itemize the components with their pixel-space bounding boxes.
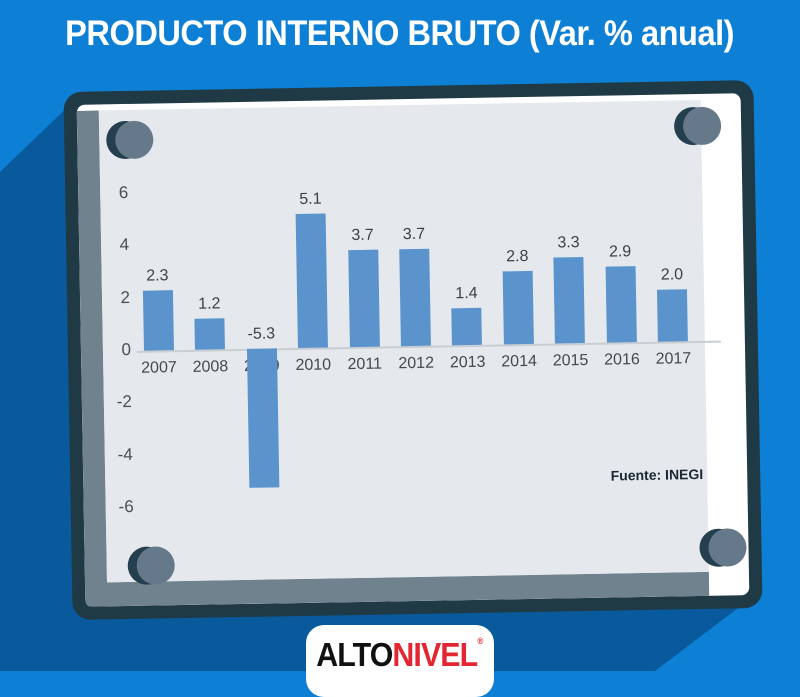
x-axis-label: 2014 (501, 352, 538, 371)
bar-value-label: 2.8 (505, 247, 529, 265)
corner-pin-icon (127, 546, 176, 586)
bar (194, 317, 226, 350)
brand-logo-alto: ALTO (316, 636, 393, 673)
bar-group: 2008 1.2 (180, 108, 240, 581)
pin-cap (136, 546, 176, 585)
bar (399, 248, 431, 347)
registered-mark-icon: ® (477, 636, 484, 646)
pin-cap (682, 106, 722, 146)
bar (605, 266, 637, 343)
bar (451, 308, 483, 346)
y-axis-tick: 6 (118, 182, 129, 202)
bar-value-label: 1.4 (455, 285, 478, 303)
y-axis-tick: -4 (117, 444, 133, 464)
page-title-text: PRODUCTO INTERNO BRUTO (Var. % anual) (65, 14, 735, 53)
brand-logo: ALTONIVEL® (306, 625, 494, 697)
corner-pin-icon (105, 120, 155, 160)
bar-group: 2009-5.3 (232, 107, 292, 580)
x-axis-label: 2010 (295, 356, 332, 375)
x-axis-label: 2013 (449, 353, 486, 372)
bars-container: 20072.320081.22009-5.320105.120113.72012… (129, 100, 703, 582)
bar-value-label: 2.0 (660, 265, 684, 284)
y-axis-tick: -6 (118, 497, 134, 517)
x-axis-label: 2017 (655, 350, 692, 368)
bar-group: 2016 2.9 (592, 101, 652, 574)
pin-cap (114, 120, 154, 160)
y-axis-tick: 0 (121, 339, 132, 360)
x-axis-label: 2012 (398, 354, 435, 373)
bar (553, 256, 586, 344)
bar-group: 2017 2.0 (643, 100, 703, 573)
source-note: Fuente: INEGI (610, 465, 704, 484)
bar (347, 249, 380, 348)
bar-group: 2010 5.1 (283, 106, 343, 579)
bar-group: 2014 2.8 (489, 103, 549, 576)
bar-value-label: -5.3 (247, 325, 276, 343)
bar-value-label: 5.1 (299, 190, 322, 209)
corner-pin-icon (673, 106, 723, 146)
x-axis-label: 2007 (141, 359, 177, 377)
bar (295, 213, 329, 348)
corner-pin-icon (699, 528, 748, 568)
bar-group: 2007 2.3 (129, 109, 189, 582)
bar-value-label: 1.2 (198, 294, 221, 313)
bar (142, 289, 174, 351)
bar-group: 2011 3.7 (335, 105, 395, 578)
bar-value-label: 3.3 (557, 233, 580, 251)
brand-logo-nivel: NIVEL (392, 636, 479, 673)
bar (657, 288, 689, 342)
page-title: PRODUCTO INTERNO BRUTO (Var. % anual) (0, 14, 800, 54)
bar-group: 2012 3.7 (386, 105, 446, 578)
bar (502, 270, 534, 345)
pin-cap (708, 528, 747, 567)
x-axis-label: 2011 (347, 355, 383, 374)
bar-value-label: 2.3 (146, 266, 169, 285)
bar-value-label: 3.7 (351, 226, 374, 245)
bar (246, 348, 279, 488)
y-axis-tick: -2 (116, 392, 133, 412)
bar-group: 2015 3.3 (540, 102, 600, 575)
bar-value-label: 3.7 (402, 225, 426, 244)
x-axis-label: 2015 (552, 351, 589, 370)
x-axis-label: 2008 (192, 358, 229, 376)
brand-logo-text: ALTONIVEL® (316, 636, 483, 674)
bar-value-label: 2.9 (608, 243, 632, 261)
x-axis-label: 2016 (604, 351, 640, 369)
bar-group: 2013 1.4 (437, 104, 497, 577)
y-axis-tick: 2 (120, 287, 131, 307)
y-axis-tick: 4 (119, 235, 130, 255)
